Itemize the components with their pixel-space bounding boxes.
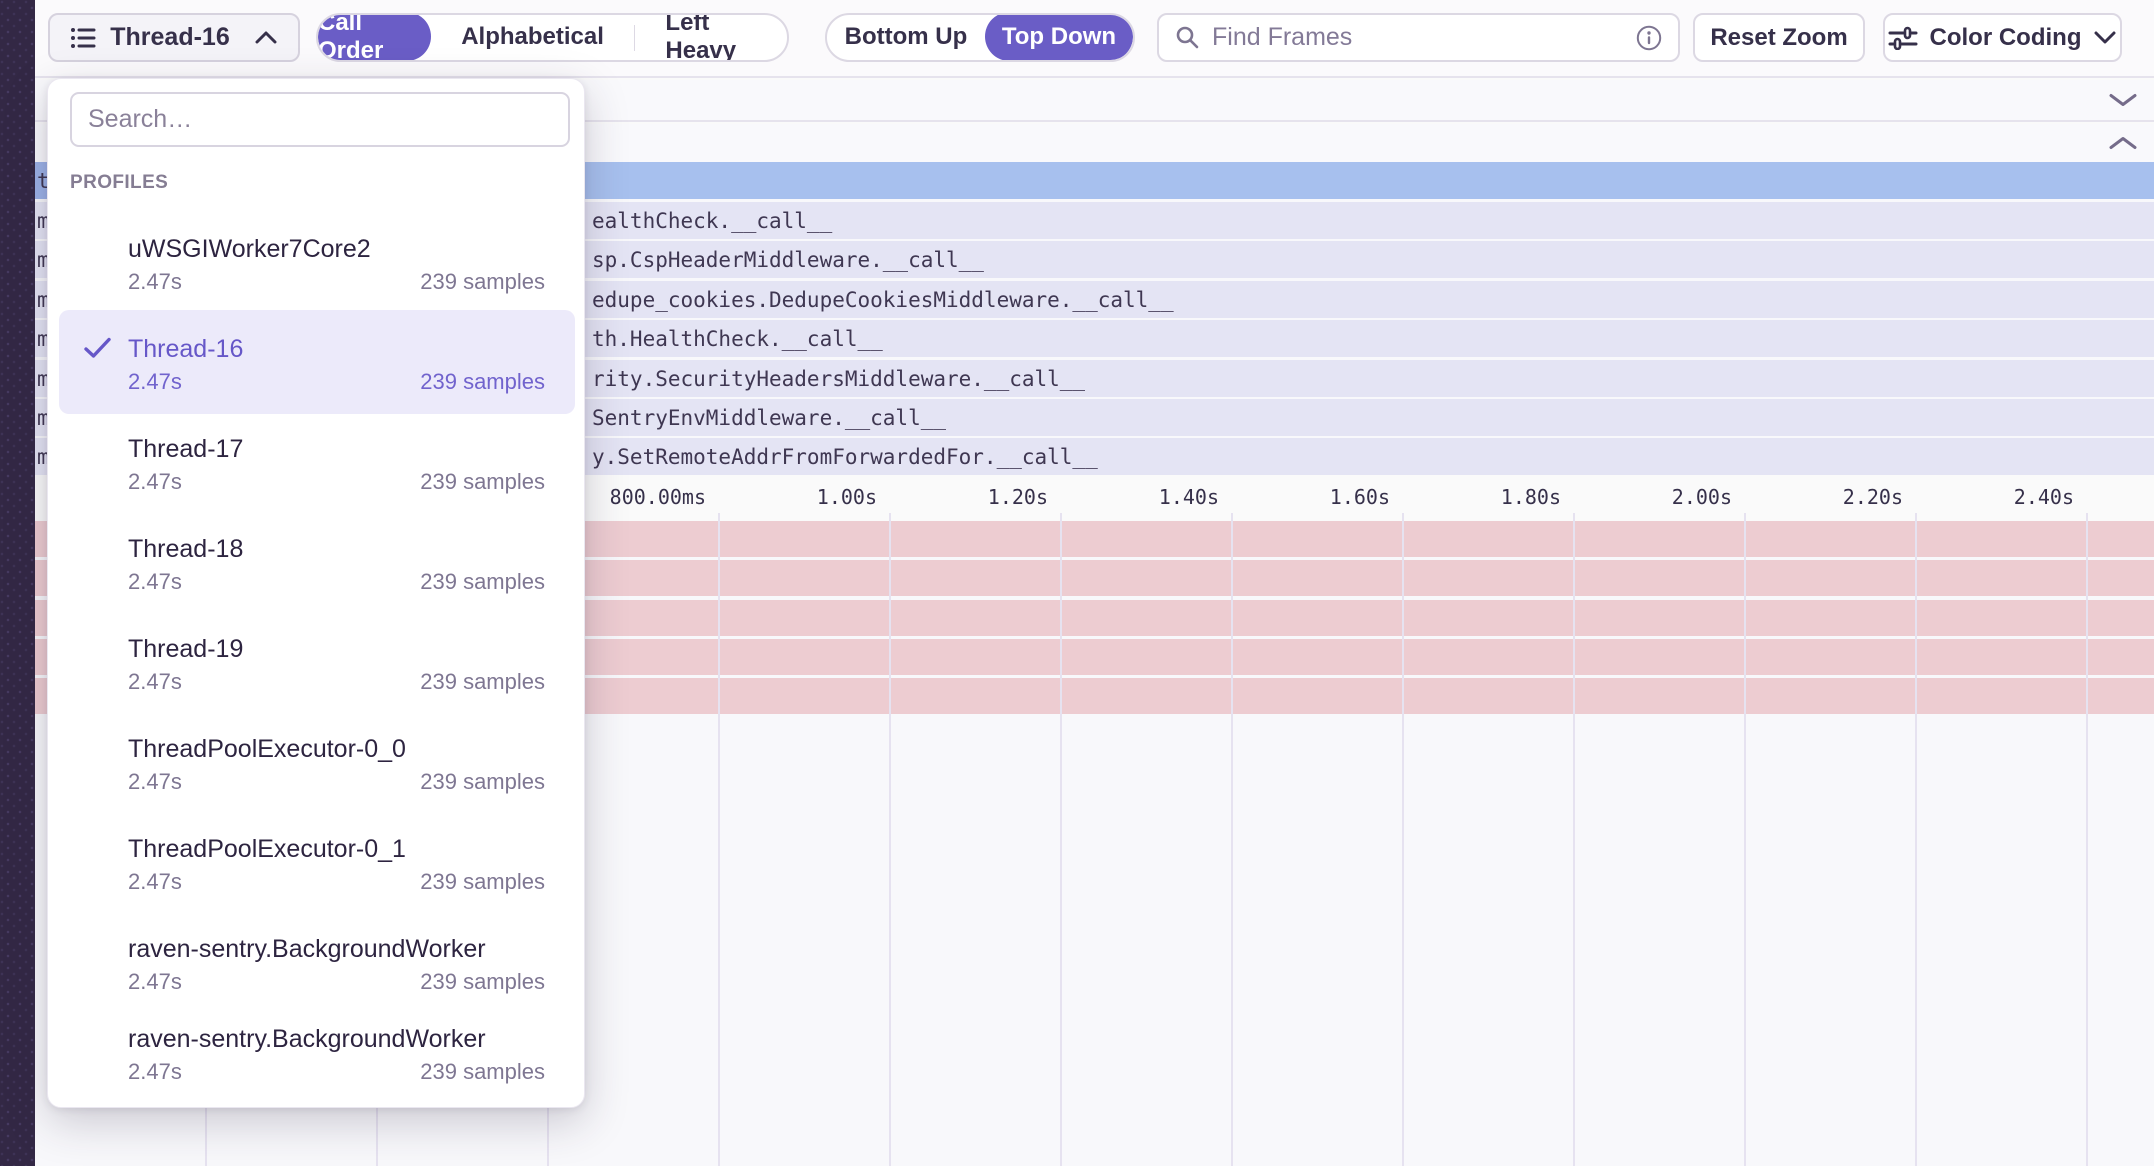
profile-samples: 239 samples bbox=[420, 269, 545, 294]
thread-selector-label: Thread-16 bbox=[110, 23, 230, 51]
profile-samples: 239 samples bbox=[420, 869, 545, 894]
flame-frame-text: y.SetRemoteAddrFromForwardedFor.__call__ bbox=[592, 445, 1098, 469]
axis-tick-label: 1.00s bbox=[816, 485, 877, 509]
profile-item[interactable]: raven-sentry.BackgroundWorker 2.47s 239 s… bbox=[59, 910, 575, 1014]
flame-frame-text-fragment: m bbox=[37, 406, 50, 430]
dropdown-search-input[interactable] bbox=[70, 92, 570, 147]
color-coding-label: Color Coding bbox=[1929, 23, 2082, 51]
chevron-up-icon[interactable] bbox=[2108, 136, 2138, 151]
profile-duration: 2.47s bbox=[128, 569, 182, 594]
profile-item[interactable]: Thread-17 2.47s 239 samples bbox=[59, 410, 575, 514]
profile-name: Thread-19 bbox=[128, 635, 244, 663]
time-gridline bbox=[1060, 513, 1062, 1166]
tab-bottom-up[interactable]: Bottom Up bbox=[844, 22, 968, 50]
profile-item[interactable]: Thread-19 2.47s 239 samples bbox=[59, 610, 575, 714]
profile-duration: 2.47s bbox=[128, 969, 182, 994]
list-icon bbox=[70, 26, 96, 50]
profile-samples: 239 samples bbox=[420, 669, 545, 694]
profile-name: Thread-18 bbox=[128, 535, 244, 563]
tab-call-order[interactable]: Call Order bbox=[318, 15, 432, 60]
time-gridline bbox=[1915, 513, 1917, 1166]
profile-name: Thread-17 bbox=[128, 435, 244, 463]
time-gridline bbox=[1573, 513, 1575, 1166]
tab-top-down[interactable]: Top Down bbox=[984, 15, 1133, 60]
find-frames-placeholder: Find Frames bbox=[1212, 23, 1353, 51]
search-icon bbox=[1175, 25, 1200, 50]
axis-tick-label: 1.40s bbox=[1158, 485, 1219, 509]
profile-name: raven-sentry.BackgroundWorker bbox=[128, 1025, 486, 1053]
profile-samples: 239 samples bbox=[420, 1059, 545, 1084]
profile-name: raven-sentry.BackgroundWorker bbox=[128, 935, 486, 963]
flame-frame-text-fragment: m bbox=[37, 248, 50, 272]
profile-samples: 239 samples bbox=[420, 469, 545, 494]
profile-duration: 2.47s bbox=[128, 1059, 182, 1084]
profile-samples: 239 samples bbox=[420, 369, 545, 394]
time-gridline bbox=[1231, 513, 1233, 1166]
flame-frame-text: th.HealthCheck.__call__ bbox=[592, 327, 883, 351]
chevron-down-icon[interactable] bbox=[2108, 93, 2138, 108]
flame-frame-text-fragment: m bbox=[37, 445, 50, 469]
toolbar: Thread-16 Call Order Alphabetical Left H… bbox=[35, 0, 2154, 78]
profile-name: ThreadPoolExecutor-0_0 bbox=[128, 735, 406, 763]
profile-duration: 2.47s bbox=[128, 369, 182, 394]
axis-tick-label: 1.80s bbox=[1500, 485, 1561, 509]
flame-frame-text-fragment: m bbox=[37, 209, 50, 233]
tab-left-heavy[interactable]: Left Heavy bbox=[665, 13, 737, 62]
profile-duration: 2.47s bbox=[128, 669, 182, 694]
chevron-up-icon bbox=[254, 31, 278, 44]
flame-frame-text: sp.CspHeaderMiddleware.__call__ bbox=[592, 248, 984, 272]
app-sidebar-strip bbox=[0, 0, 35, 1166]
sort-order-tabs: Call Order Alphabetical Left Heavy bbox=[316, 13, 789, 62]
tab-divider bbox=[633, 24, 636, 51]
flame-frame-text: t bbox=[37, 169, 50, 193]
profile-item[interactable]: Thread-18 2.47s 239 samples bbox=[59, 510, 575, 614]
time-gridline bbox=[718, 513, 720, 1166]
flame-frame-text-fragment: m bbox=[37, 288, 50, 312]
sliders-icon bbox=[1888, 26, 1918, 50]
flame-frame-text: rity.SecurityHeadersMiddleware.__call__ bbox=[592, 367, 1086, 391]
profile-name: ThreadPoolExecutor-0_1 bbox=[128, 835, 406, 863]
profile-samples: 239 samples bbox=[420, 969, 545, 994]
reset-zoom-button[interactable]: Reset Zoom bbox=[1693, 13, 1865, 62]
time-gridline bbox=[889, 513, 891, 1166]
profile-duration: 2.47s bbox=[128, 469, 182, 494]
profile-samples: 239 samples bbox=[420, 569, 545, 594]
axis-tick-label: 2.00s bbox=[1671, 485, 1732, 509]
tab-alphabetical[interactable]: Alphabetical bbox=[461, 22, 604, 50]
time-gridline bbox=[1744, 513, 1746, 1166]
chevron-down-icon bbox=[2093, 31, 2117, 44]
profile-item-selected[interactable]: Thread-16 2.47s 239 samples bbox=[59, 310, 575, 414]
find-frames-input[interactable]: Find Frames bbox=[1157, 13, 1680, 62]
profile-name: Thread-16 bbox=[128, 335, 244, 363]
flame-frame-text: ealthCheck.__call__ bbox=[592, 209, 833, 233]
axis-tick-label: 2.40s bbox=[2013, 485, 2074, 509]
profile-item[interactable]: ThreadPoolExecutor-0_1 2.47s 239 samples bbox=[59, 810, 575, 914]
profile-duration: 2.47s bbox=[128, 269, 182, 294]
axis-tick-label: 800.00ms bbox=[609, 485, 706, 509]
flame-frame-text: edupe_cookies.DedupeCookiesMiddleware.__… bbox=[592, 288, 1174, 312]
time-gridline bbox=[2086, 513, 2088, 1166]
info-icon[interactable] bbox=[1636, 25, 1662, 51]
direction-tabs: Bottom Up Top Down bbox=[825, 13, 1135, 62]
color-coding-button[interactable]: Color Coding bbox=[1883, 13, 2122, 62]
thread-dropdown-panel: PROFILES uWSGIWorker7Core2 2.47s 239 samp… bbox=[47, 78, 585, 1108]
flame-frame-text-fragment: m bbox=[37, 327, 50, 351]
checkmark-icon bbox=[84, 337, 111, 359]
profile-name: uWSGIWorker7Core2 bbox=[128, 235, 371, 263]
profile-item[interactable]: raven-sentry.BackgroundWorker 2.47s 239 s… bbox=[59, 1000, 575, 1104]
profile-item[interactable]: uWSGIWorker7Core2 2.47s 239 samples bbox=[59, 210, 575, 314]
profile-samples: 239 samples bbox=[420, 769, 545, 794]
flame-frame-text: SentryEnvMiddleware.__call__ bbox=[592, 406, 947, 430]
time-gridline bbox=[1402, 513, 1404, 1166]
thread-selector-button[interactable]: Thread-16 bbox=[48, 13, 300, 62]
axis-tick-label: 2.20s bbox=[1842, 485, 1903, 509]
profile-duration: 2.47s bbox=[128, 869, 182, 894]
profiles-section-label: PROFILES bbox=[70, 172, 169, 193]
axis-tick-label: 1.60s bbox=[1329, 485, 1390, 509]
flame-frame-text-fragment: m bbox=[37, 367, 50, 391]
axis-tick-label: 1.20s bbox=[987, 485, 1048, 509]
profile-item[interactable]: ThreadPoolExecutor-0_0 2.47s 239 samples bbox=[59, 710, 575, 814]
profile-duration: 2.47s bbox=[128, 769, 182, 794]
